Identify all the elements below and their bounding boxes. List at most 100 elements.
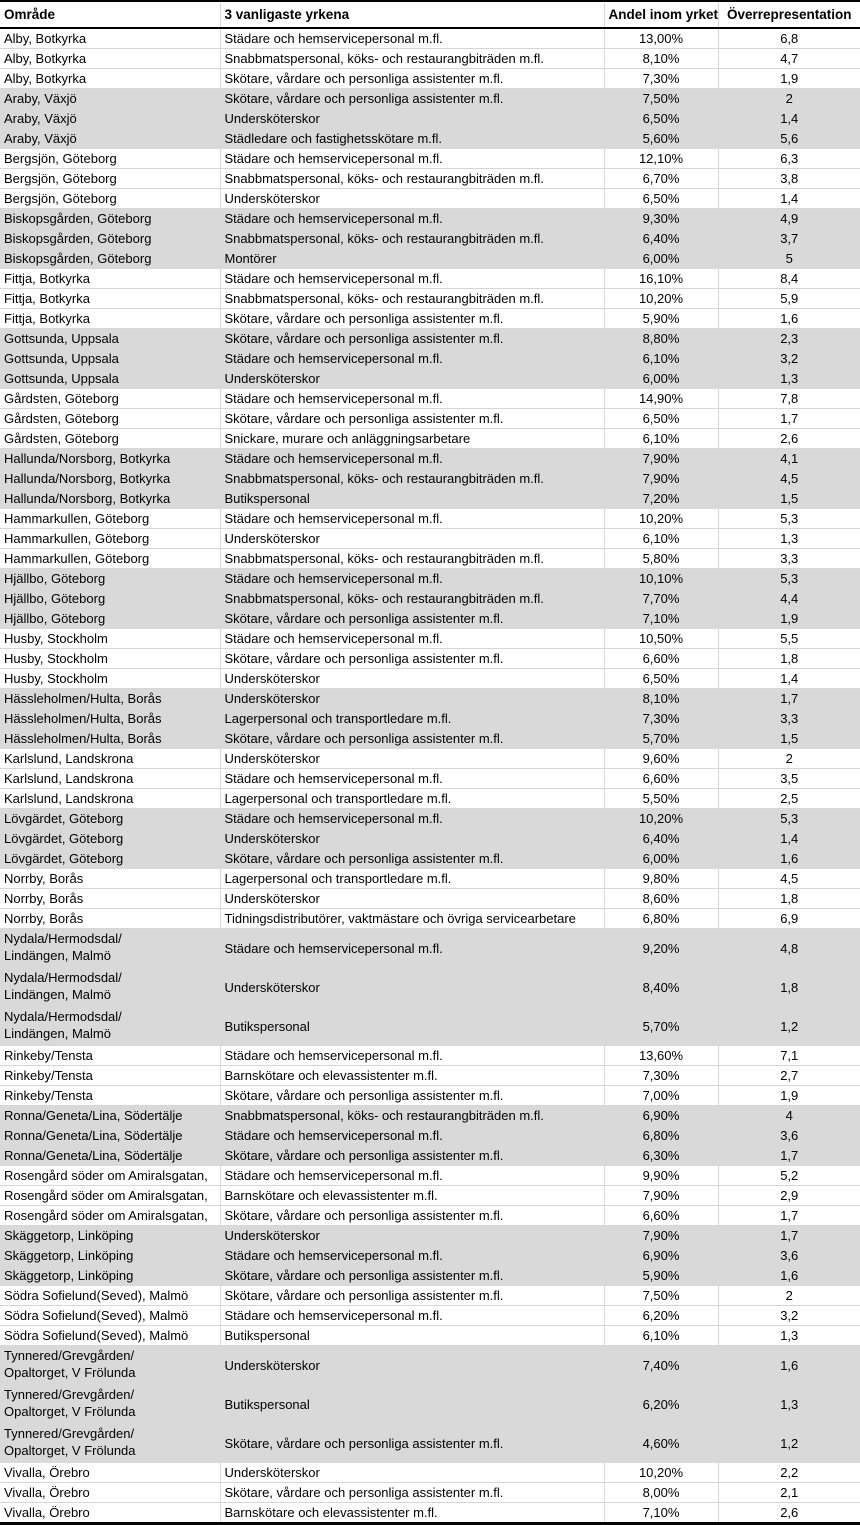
area-cell: Skäggetorp, Linköping (0, 1245, 221, 1266)
table-row: Norrby, Borås Undersköterskor 8,60% 1,8 (0, 888, 860, 909)
share-cell: 7,10% (603, 1502, 719, 1524)
occupation-cell: Skötare, vårdare och personliga assisten… (219, 1145, 605, 1166)
occupation-cell: Skötare, vårdare och personliga assisten… (219, 848, 605, 869)
overrepresentation-cell: 3,6 (717, 1125, 860, 1146)
area-cell: Biskopsgården, Göteborg (0, 228, 221, 249)
share-cell: 7,90% (603, 1225, 719, 1246)
share-cell: 5,80% (603, 548, 719, 569)
occupation-cell: Snabbmatspersonal, köks- och restaurangb… (219, 168, 605, 189)
table-row: Bergsjön, Göteborg Snabbmatspersonal, kök… (0, 168, 860, 189)
overrepresentation-cell: 2,7 (717, 1065, 860, 1086)
area-cell: Hallunda/Norsborg, Botkyrka (0, 448, 221, 469)
occupation-cell: Städare och hemservicepersonal m.fl. (219, 348, 605, 369)
overrepresentation-cell: 1,2 (717, 1423, 860, 1463)
table-row: Fittja, Botkyrka Städare och hemservicepe… (0, 268, 860, 289)
area-cell: Lövgärdet, Göteborg (0, 808, 221, 829)
table-row: Hässleholmen/Hulta, Borås Lagerpersonal o… (0, 708, 860, 729)
area-cell: Gottsunda, Uppsala (0, 328, 221, 349)
overrepresentation-cell: 4,5 (717, 868, 860, 889)
occupation-cell: Skötare, vårdare och personliga assisten… (219, 728, 605, 749)
occupation-cell: Städare och hemservicepersonal m.fl. (219, 768, 605, 789)
area-cell: Hässleholmen/Hulta, Borås (0, 728, 221, 749)
area-cell: Alby, Botkyrka (0, 68, 221, 89)
area-cell: Rinkeby/Tensta (0, 1085, 221, 1106)
overrepresentation-cell: 3,3 (717, 708, 860, 729)
table-row: Skäggetorp, Linköping Undersköterskor 7,90… (0, 1225, 860, 1246)
table-row: Tynnered/Grevgården/ Opaltorget, V Frölu… (0, 1423, 860, 1463)
overrepresentation-cell: 1,5 (717, 728, 860, 749)
occupation-cell: Snabbmatspersonal, köks- och restaurangb… (219, 288, 605, 309)
share-cell: 6,50% (603, 408, 719, 429)
area-cell: Norrby, Borås (0, 868, 221, 889)
overrepresentation-cell: 7,1 (717, 1045, 860, 1066)
occupation-cell: Snabbmatspersonal, köks- och restaurangb… (219, 548, 605, 569)
overrepresentation-cell: 2,6 (717, 1502, 860, 1524)
table-row: Lövgärdet, Göteborg Undersköterskor 6,40% 1… (0, 828, 860, 849)
share-cell: 6,60% (603, 768, 719, 789)
overrepresentation-cell: 2 (717, 748, 860, 769)
overrepresentation-cell: 1,7 (717, 1205, 860, 1226)
share-cell: 9,60% (603, 748, 719, 769)
area-cell: Karlslund, Landskrona (0, 748, 221, 769)
overrepresentation-cell: 3,8 (717, 168, 860, 189)
overrepresentation-cell: 5,3 (717, 568, 860, 589)
table-row: Biskopsgården, Göteborg Snabbmatspersonal… (0, 228, 860, 249)
table-row: Norrby, Borås Lagerpersonal och transport… (0, 868, 860, 889)
share-cell: 5,90% (603, 308, 719, 329)
table-row: Hjällbo, Göteborg Skötare, vårdare och pe… (0, 608, 860, 629)
share-cell: 6,00% (603, 368, 719, 389)
overrepresentation-cell: 1,6 (717, 1345, 860, 1385)
overrepresentation-cell: 4,5 (717, 468, 860, 489)
overrepresentation-cell: 2 (717, 1285, 860, 1306)
area-cell: Biskopsgården, Göteborg (0, 208, 221, 229)
occupation-cell: Butikspersonal (219, 1384, 605, 1424)
table-row: Lövgärdet, Göteborg Städare och hemservic… (0, 808, 860, 829)
table-row: Hammarkullen, Göteborg Undersköterskor 6,1… (0, 528, 860, 549)
area-cell: Tynnered/Grevgården/ Opaltorget, V Frölu… (0, 1345, 221, 1385)
area-cell: Husby, Stockholm (0, 668, 221, 689)
share-cell: 9,20% (603, 928, 719, 968)
share-cell: 6,60% (603, 1205, 719, 1226)
column-header-overrepresentation: Överrepresentation (718, 1, 860, 29)
overrepresentation-cell: 4,4 (717, 588, 860, 609)
occupation-cell: Städare och hemservicepersonal m.fl. (219, 1125, 605, 1146)
occupation-cell: Snabbmatspersonal, köks- och restaurangb… (219, 468, 605, 489)
overrepresentation-cell: 2,9 (717, 1185, 860, 1206)
share-cell: 7,10% (603, 608, 719, 629)
occupation-cell: Barnskötare och elevassistenter m.fl. (219, 1185, 605, 1206)
table-row: Araby, Växjö Städledare och fastighetsskö… (0, 128, 860, 149)
share-cell: 7,90% (603, 468, 719, 489)
area-cell: Alby, Botkyrka (0, 48, 221, 69)
share-cell: 6,10% (603, 528, 719, 549)
table-row: Husby, Stockholm Städare och hemservicepe… (0, 628, 860, 649)
area-cell: Hammarkullen, Göteborg (0, 548, 221, 569)
table-row: Araby, Växjö Undersköterskor 6,50% 1,4 (0, 108, 860, 129)
overrepresentation-cell: 1,9 (717, 608, 860, 629)
table-body: Alby, Botkyrka Städare och hemservicepers… (0, 27, 860, 1524)
table-row: Bergsjön, Göteborg Städare och hemservice… (0, 148, 860, 169)
area-cell: Biskopsgården, Göteborg (0, 248, 221, 269)
area-cell: Norrby, Borås (0, 888, 221, 909)
overrepresentation-cell: 5,9 (717, 288, 860, 309)
occupation-cell: Snabbmatspersonal, köks- och restaurangb… (219, 1105, 605, 1126)
share-cell: 5,60% (603, 128, 719, 149)
overrepresentation-cell: 1,7 (717, 1145, 860, 1166)
share-cell: 6,50% (603, 188, 719, 209)
area-cell: Husby, Stockholm (0, 628, 221, 649)
overrepresentation-cell: 5,3 (717, 508, 860, 529)
occupation-cell: Skötare, vårdare och personliga assisten… (219, 408, 605, 429)
share-cell: 10,20% (603, 808, 719, 829)
overrepresentation-cell: 2,6 (717, 428, 860, 449)
table-row: Skäggetorp, Linköping Skötare, vårdare oc… (0, 1265, 860, 1286)
table-row: Södra Sofielund(Seved), Malmö Skötare, vå… (0, 1285, 860, 1306)
table-row: Alby, Botkyrka Snabbmatspersonal, köks- o… (0, 48, 860, 69)
share-cell: 6,20% (603, 1384, 719, 1424)
occupation-cell: Skötare, vårdare och personliga assisten… (219, 1265, 605, 1286)
overrepresentation-cell: 1,7 (717, 688, 860, 709)
overrepresentation-cell: 5,2 (717, 1165, 860, 1186)
area-cell: Bergsjön, Göteborg (0, 168, 221, 189)
occupation-cell: Städare och hemservicepersonal m.fl. (219, 388, 605, 409)
overrepresentation-cell: 1,7 (717, 1225, 860, 1246)
overrepresentation-cell: 4,7 (717, 48, 860, 69)
overrepresentation-cell: 2,3 (717, 328, 860, 349)
